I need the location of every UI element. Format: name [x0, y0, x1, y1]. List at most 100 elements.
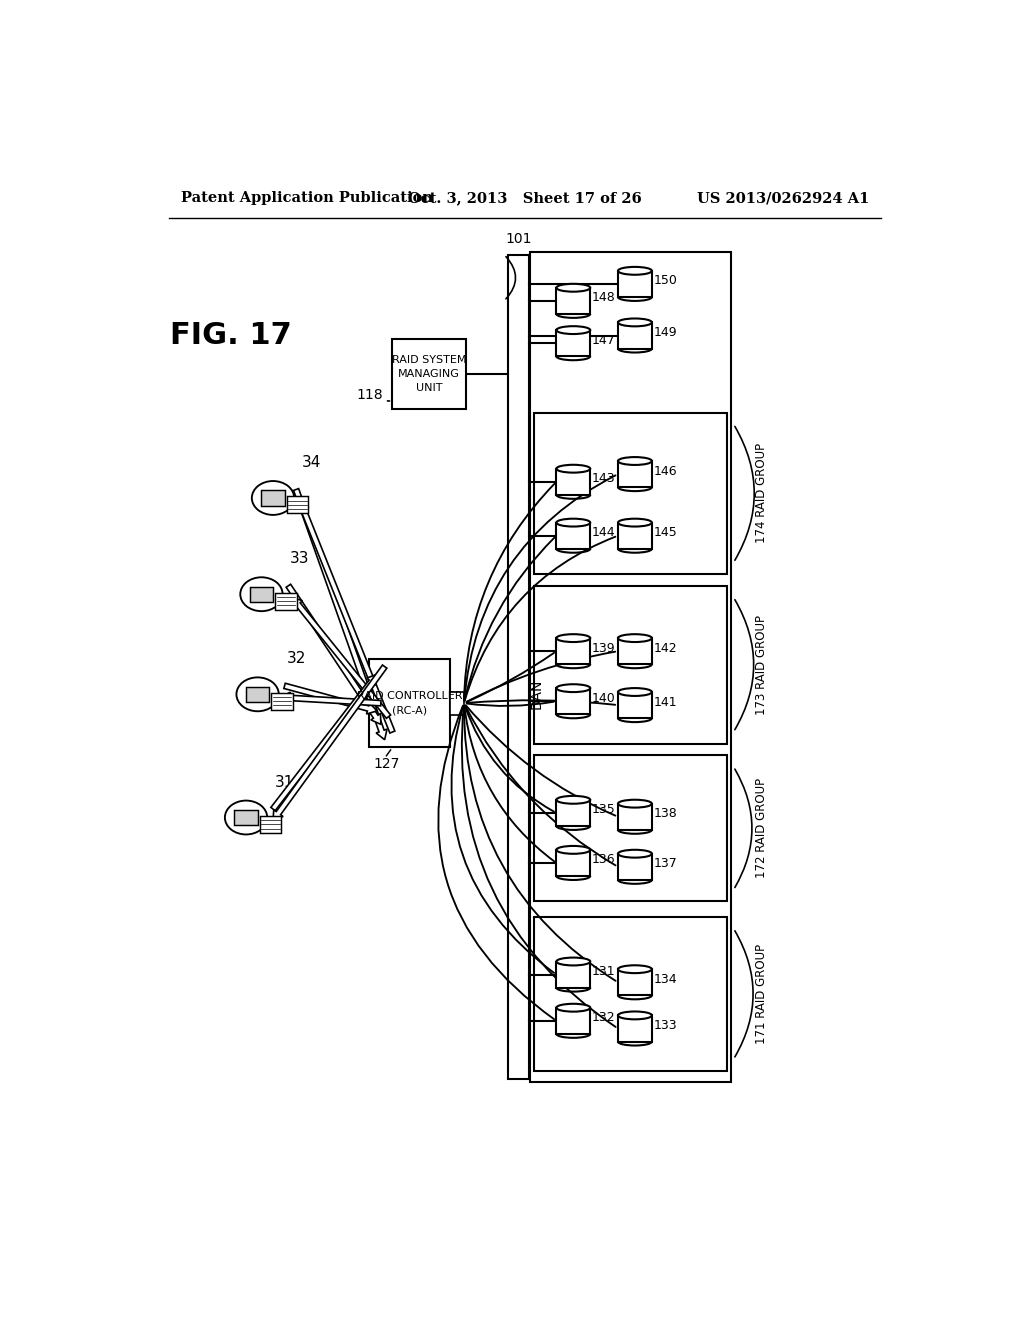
Text: 174 RAID GROUP: 174 RAID GROUP — [756, 444, 768, 544]
Bar — [617, 854, 652, 880]
Ellipse shape — [237, 677, 279, 711]
Polygon shape — [271, 675, 377, 810]
Bar — [617, 322, 652, 348]
Bar — [617, 271, 652, 297]
Ellipse shape — [617, 318, 652, 326]
Text: 142: 142 — [653, 642, 677, 655]
Ellipse shape — [556, 957, 590, 965]
Text: 118: 118 — [356, 388, 383, 403]
Ellipse shape — [617, 634, 652, 642]
Polygon shape — [286, 585, 381, 725]
FancyBboxPatch shape — [250, 586, 273, 602]
Ellipse shape — [556, 634, 590, 642]
Bar — [535, 586, 727, 743]
Text: 34: 34 — [302, 455, 322, 470]
Text: Oct. 3, 2013   Sheet 17 of 26: Oct. 3, 2013 Sheet 17 of 26 — [408, 191, 642, 206]
Text: 140: 140 — [592, 692, 615, 705]
Text: 133: 133 — [653, 1019, 677, 1032]
FancyBboxPatch shape — [246, 686, 269, 702]
Text: 132: 132 — [592, 1011, 615, 1024]
Ellipse shape — [617, 519, 652, 527]
Text: 173 RAID GROUP: 173 RAID GROUP — [756, 615, 768, 714]
Text: 145: 145 — [653, 527, 677, 539]
Text: 139: 139 — [592, 642, 615, 655]
Ellipse shape — [617, 267, 652, 275]
Bar — [556, 688, 590, 714]
Text: 141: 141 — [653, 696, 677, 709]
Bar — [617, 1015, 652, 1041]
Text: 33: 33 — [290, 552, 309, 566]
Text: 135: 135 — [592, 804, 615, 816]
Bar — [617, 461, 652, 487]
Ellipse shape — [556, 465, 590, 473]
Text: FIG. 17: FIG. 17 — [170, 321, 292, 350]
Text: 32: 32 — [287, 651, 306, 667]
Ellipse shape — [252, 480, 294, 515]
Polygon shape — [292, 598, 390, 718]
Bar — [617, 523, 652, 549]
Text: 131: 131 — [592, 965, 615, 978]
Bar — [617, 969, 652, 995]
FancyBboxPatch shape — [275, 593, 297, 610]
Text: RAID SYSTEM
MANAGING
UNIT: RAID SYSTEM MANAGING UNIT — [392, 355, 466, 393]
FancyBboxPatch shape — [260, 816, 282, 833]
Text: US 2013/0262924 A1: US 2013/0262924 A1 — [697, 191, 869, 206]
Text: 138: 138 — [653, 807, 677, 820]
Bar — [508, 255, 529, 1078]
Bar — [556, 288, 590, 314]
Ellipse shape — [617, 457, 652, 465]
Text: RAID CONTROLLER
(RC-A): RAID CONTROLLER (RC-A) — [357, 692, 463, 715]
Bar — [617, 804, 652, 830]
FancyBboxPatch shape — [370, 659, 451, 747]
Polygon shape — [294, 488, 387, 739]
Bar — [617, 692, 652, 718]
FancyBboxPatch shape — [287, 496, 308, 513]
Bar — [535, 917, 727, 1071]
Bar — [530, 252, 731, 1082]
Bar — [556, 850, 590, 876]
Ellipse shape — [617, 1011, 652, 1019]
Bar — [617, 638, 652, 664]
Ellipse shape — [241, 577, 283, 611]
Text: 150: 150 — [653, 275, 677, 288]
Text: 144: 144 — [592, 527, 615, 539]
Text: 146: 146 — [653, 465, 677, 478]
Bar — [556, 330, 590, 356]
Text: 148: 148 — [592, 292, 615, 305]
Bar — [556, 800, 590, 826]
Text: 101: 101 — [506, 232, 531, 247]
Text: 136: 136 — [592, 853, 615, 866]
Ellipse shape — [617, 850, 652, 858]
Text: 172 RAID GROUP: 172 RAID GROUP — [756, 779, 768, 878]
Text: 127: 127 — [373, 758, 399, 771]
Ellipse shape — [556, 519, 590, 527]
Ellipse shape — [225, 800, 267, 834]
Bar — [556, 638, 590, 664]
Text: 147: 147 — [592, 334, 615, 347]
Ellipse shape — [556, 326, 590, 334]
Bar — [556, 523, 590, 549]
Ellipse shape — [556, 284, 590, 292]
Bar — [556, 1007, 590, 1034]
Bar — [451, 692, 464, 714]
Ellipse shape — [617, 800, 652, 808]
Polygon shape — [284, 684, 377, 714]
Polygon shape — [298, 502, 395, 733]
Bar — [535, 755, 727, 902]
Text: 171 RAID GROUP: 171 RAID GROUP — [756, 944, 768, 1044]
Ellipse shape — [617, 688, 652, 696]
FancyBboxPatch shape — [392, 339, 466, 409]
Ellipse shape — [556, 846, 590, 854]
Polygon shape — [281, 692, 381, 706]
Text: 143: 143 — [592, 473, 615, 486]
FancyBboxPatch shape — [271, 693, 293, 710]
Text: 31: 31 — [274, 775, 294, 789]
Text: 134: 134 — [653, 973, 677, 986]
Text: Patent Application Publication: Patent Application Publication — [180, 191, 432, 206]
Text: 149: 149 — [653, 326, 677, 339]
Bar — [556, 469, 590, 495]
Ellipse shape — [617, 965, 652, 973]
Text: DAN: DAN — [529, 678, 544, 709]
Text: 137: 137 — [653, 857, 677, 870]
Bar — [535, 412, 727, 574]
